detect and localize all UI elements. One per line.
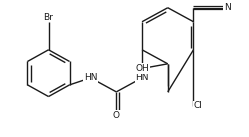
Text: Cl: Cl: [193, 101, 202, 110]
Text: OH: OH: [135, 64, 149, 73]
Text: O: O: [113, 111, 120, 120]
Text: HN: HN: [135, 73, 149, 82]
Text: N: N: [224, 3, 231, 12]
Text: HN: HN: [84, 73, 97, 82]
Text: Br: Br: [44, 13, 54, 22]
